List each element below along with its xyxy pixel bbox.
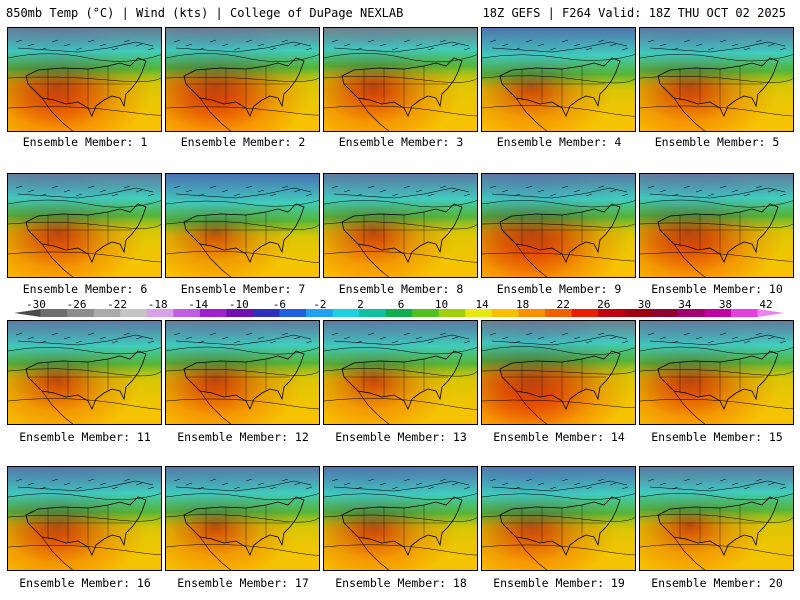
ensemble-label-2: Ensemble Member: 2 — [180, 135, 306, 149]
ensemble-map-16 — [7, 466, 162, 571]
ensemble-map-9 — [481, 173, 636, 278]
colorbar-segment — [252, 309, 281, 317]
run-valid-time: 18Z GEFS | F264 Valid: 18Z THU OCT 02 20… — [482, 6, 786, 20]
colorbar-segment — [730, 309, 758, 317]
ensemble-label-17: Ensemble Member: 17 — [177, 576, 309, 590]
colorbar-right-arrow — [757, 309, 784, 317]
colorbar-segment — [651, 309, 679, 317]
ensemble-label-16: Ensemble Member: 16 — [19, 576, 151, 590]
colorbar-segment — [226, 309, 254, 317]
colorbar-segment — [491, 309, 519, 317]
colorbar-segment — [545, 309, 573, 317]
ensemble-label-5: Ensemble Member: 5 — [654, 135, 780, 149]
ensemble-label-15: Ensemble Member: 15 — [651, 430, 783, 444]
ensemble-label-1: Ensemble Member: 1 — [22, 135, 148, 149]
colorbar-segment — [332, 309, 360, 317]
colorbar-tick-label: 18 — [516, 298, 530, 311]
colorbar-tick-label: 38 — [718, 298, 733, 311]
colorbar-tick-label: -18 — [147, 298, 168, 311]
ensemble-label-18: Ensemble Member: 18 — [335, 576, 467, 590]
ensemble-map-20 — [639, 466, 794, 571]
colorbar-tick-label: 6 — [397, 298, 405, 311]
ensemble-map-11 — [7, 320, 162, 425]
colorbar-segment — [40, 309, 68, 317]
ensemble-label-11: Ensemble Member: 11 — [19, 430, 151, 444]
colorbar-segment — [624, 309, 652, 317]
colorbar-tick-label: 2 — [357, 298, 364, 311]
ensemble-label-12: Ensemble Member: 12 — [177, 430, 309, 444]
colorbar-tick-label: 22 — [556, 298, 570, 311]
colorbar-tick-label: -10 — [228, 298, 249, 311]
colorbar-segment — [385, 309, 413, 317]
ensemble-map-19 — [481, 466, 636, 571]
ensemble-label-20: Ensemble Member: 20 — [651, 576, 783, 590]
ensemble-label-19: Ensemble Member: 19 — [493, 576, 625, 590]
header: 850mb Temp (°C) | Wind (kts) | College o… — [0, 0, 800, 24]
colorbar-tick-label: 10 — [434, 298, 449, 311]
colorbar-segment — [465, 309, 493, 317]
ensemble-map-18 — [323, 466, 478, 571]
ensemble-label-8: Ensemble Member: 8 — [338, 282, 464, 296]
colorbar-segment — [412, 309, 440, 317]
colorbar-segment — [93, 309, 121, 317]
ensemble-label-4: Ensemble Member: 4 — [496, 135, 622, 149]
colorbar-tick-label: -14 — [188, 298, 209, 311]
colorbar-segment — [518, 309, 546, 317]
colorbar-tick-label: -22 — [107, 298, 128, 311]
colorbar-tick-label: 30 — [637, 298, 651, 311]
ensemble-map-17 — [165, 466, 320, 571]
colorbar-tick-label: 26 — [597, 298, 611, 311]
colorbar-tick-label: -26 — [66, 298, 87, 311]
ensemble-label-6: Ensemble Member: 6 — [22, 282, 148, 296]
colorbar-segment — [67, 309, 95, 317]
ensemble-label-7: Ensemble Member: 7 — [180, 282, 306, 296]
ensemble-label-3: Ensemble Member: 3 — [338, 135, 464, 149]
colorbar-segment — [173, 309, 201, 317]
colorbar-segment — [279, 309, 307, 317]
colorbar-segment — [677, 309, 705, 317]
colorbar-left-arrow — [14, 309, 41, 317]
colorbar-segment — [359, 309, 387, 317]
ensemble-label-14: Ensemble Member: 14 — [493, 430, 625, 444]
colorbar-segment — [306, 309, 334, 317]
colorbar-tick-label: 14 — [475, 298, 489, 311]
colorbar-segment — [704, 309, 732, 317]
temperature-colorbar — [14, 309, 784, 317]
colorbar-segment — [146, 309, 174, 317]
colorbar-tick-label: 34 — [678, 298, 692, 311]
ensemble-label-9: Ensemble Member: 9 — [496, 282, 622, 296]
ensemble-label-10: Ensemble Member: 10 — [651, 282, 783, 296]
colorbar-tick-label: -30 — [26, 298, 46, 311]
ensemble-map-3 — [323, 27, 478, 132]
ensemble-map-6 — [7, 173, 162, 278]
colorbar-tick-label: 42 — [759, 298, 773, 311]
ensemble-map-4 — [481, 27, 636, 132]
colorbar-segment — [120, 309, 148, 317]
colorbar-tick-label: -6 — [272, 298, 286, 311]
ensemble-map-8 — [323, 173, 478, 278]
ensemble-label-13: Ensemble Member: 13 — [335, 430, 467, 444]
colorbar-segment — [598, 309, 626, 317]
ensemble-map-10 — [639, 173, 794, 278]
map-title: 850mb Temp (°C) | Wind (kts) | College o… — [6, 6, 404, 20]
ensemble-map-13 — [323, 320, 478, 425]
colorbar-segment — [199, 309, 227, 317]
ensemble-map-12 — [165, 320, 320, 425]
colorbar-segment — [438, 309, 466, 317]
ensemble-map-15 — [639, 320, 794, 425]
ensemble-map-7 — [165, 173, 320, 278]
colorbar-segment — [571, 309, 599, 317]
ensemble-map-1 — [7, 27, 162, 132]
ensemble-map-2 — [165, 27, 320, 132]
ensemble-map-14 — [481, 320, 636, 425]
ensemble-map-5 — [639, 27, 794, 132]
colorbar-tick-label: -2 — [313, 298, 327, 311]
